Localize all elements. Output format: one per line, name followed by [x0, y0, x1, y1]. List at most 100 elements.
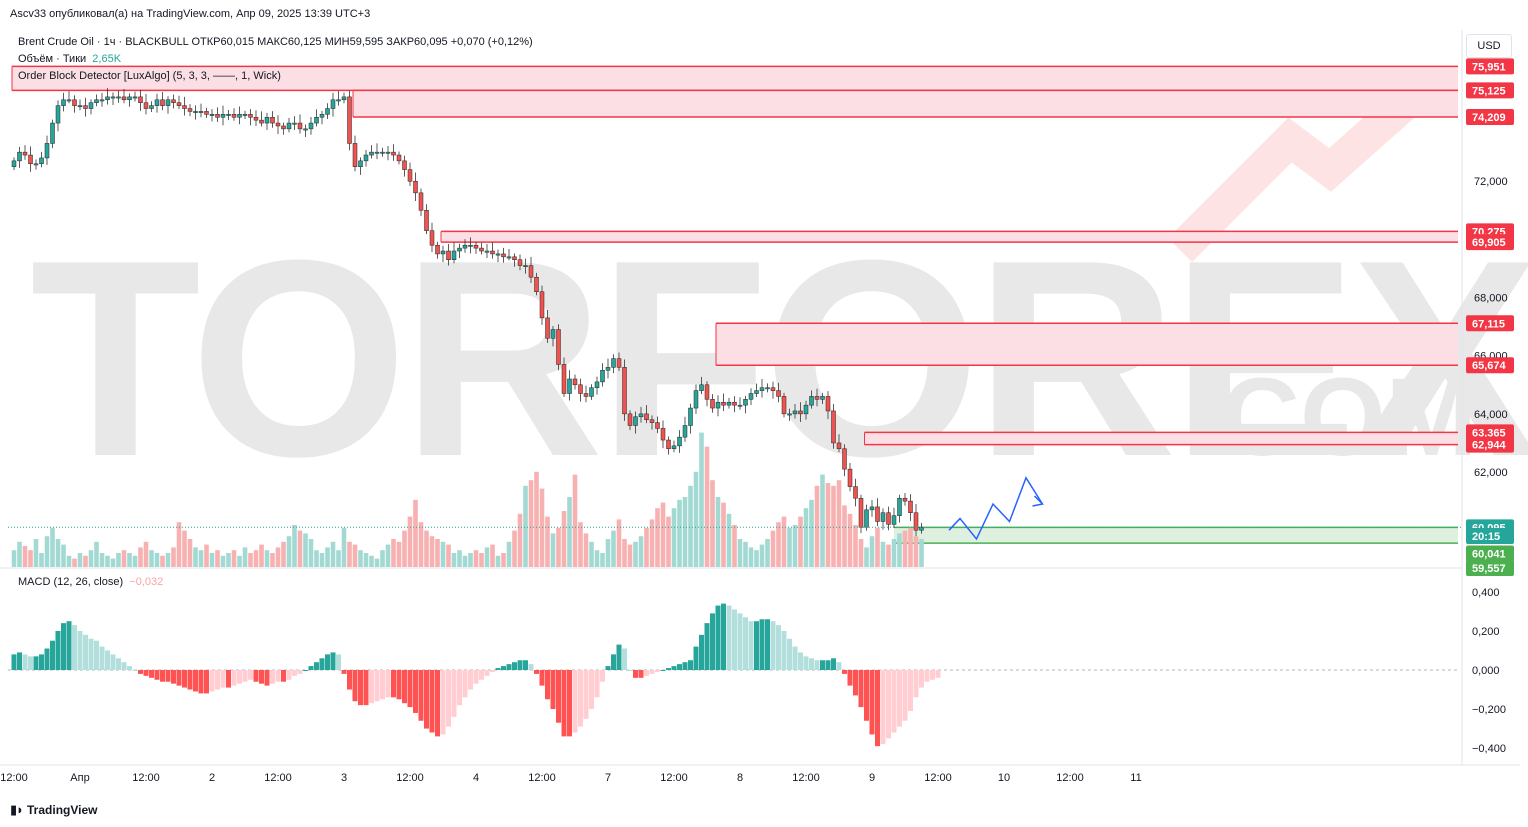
candle-body: [501, 253, 506, 258]
candle-body: [539, 291, 545, 319]
volume-bar: [715, 497, 721, 567]
candle-body: [352, 143, 358, 167]
volume-bar: [176, 522, 182, 567]
candle-body: [693, 390, 699, 409]
candle-body: [825, 396, 831, 412]
candle-body: [732, 401, 737, 406]
macd-bar: [935, 670, 941, 678]
candle-body: [138, 96, 143, 103]
candle: [578, 378, 583, 402]
candle: [264, 112, 270, 131]
candle: [732, 396, 737, 413]
volume-bar: [792, 525, 798, 567]
candle-body: [358, 160, 363, 167]
volume-bar: [583, 533, 589, 567]
candle: [517, 254, 523, 271]
candle-body: [165, 99, 171, 106]
macd-bar: [363, 670, 369, 706]
candle: [743, 395, 748, 414]
macd-bar: [880, 670, 886, 745]
candle-body: [308, 122, 314, 130]
macd-legend[interactable]: MACD (12, 26, close) −0,032: [18, 576, 163, 588]
volume-bar: [105, 555, 110, 567]
tradingview-logo-icon: ▮◗: [10, 802, 24, 817]
macd-bar: [528, 664, 534, 670]
candle-body: [457, 247, 462, 252]
candle: [72, 95, 77, 113]
candle-body: [99, 99, 105, 102]
macd-bar: [39, 654, 44, 670]
volume-bar: [149, 550, 154, 567]
price-tick: 62,000: [1474, 467, 1508, 479]
volume-bar: [572, 474, 578, 567]
time-axis: 12:00 Апр 12:00 2 12:00 3 12:00 4 12:00 7 12:00 8 12…: [0, 772, 1141, 784]
candle-body: [193, 111, 198, 113]
candle-body: [237, 114, 242, 118]
candle-body: [655, 422, 660, 429]
time-tick: 10: [998, 772, 1010, 784]
price-label-bg: [1466, 357, 1514, 374]
symbol-legend[interactable]: Brent Crude Oil · 1ч · BLACKBULL ОТКР60,…: [18, 36, 533, 48]
volume-legend-label: Объём · Тики: [18, 53, 87, 65]
volume-bar: [418, 522, 424, 567]
volume-bar: [358, 550, 363, 567]
candle-body: [820, 396, 825, 400]
candle-body: [171, 99, 176, 103]
candle-body: [22, 151, 28, 156]
candle-body: [495, 253, 501, 256]
indicator-legend[interactable]: Order Block Detector [LuxAlgo] (5, 3, 3,…: [18, 70, 281, 82]
macd-bar: [237, 670, 242, 684]
volume-bar: [226, 553, 231, 567]
candle-body: [490, 250, 495, 255]
currency-button[interactable]: USD: [1466, 34, 1512, 58]
price-label-bg: [1466, 108, 1514, 125]
volume-bar: [204, 544, 209, 567]
macd-bar: [149, 670, 154, 678]
candle-body: [143, 102, 149, 109]
macd-bar: [413, 670, 418, 713]
candle: [550, 326, 556, 347]
candle: [798, 402, 803, 423]
macd-axis: 0,400 0,200 0,000 −0,200 −0,400: [1472, 587, 1506, 755]
price-label-bg: [1466, 560, 1514, 576]
order-block-fill: [353, 90, 1458, 117]
macd-bar: [539, 670, 545, 686]
price-label: 60,041: [1466, 545, 1514, 562]
time-tick: 12:00: [1056, 772, 1084, 784]
price-label-bg: [1466, 436, 1514, 453]
candle-body: [743, 399, 748, 406]
macd-bar: [699, 634, 704, 670]
volume-bar: [132, 555, 138, 567]
candle: [600, 363, 605, 387]
macd-bar: [358, 670, 363, 706]
volume-bar: [512, 530, 517, 567]
volume-legend[interactable]: Объём · Тики 2,65K: [18, 53, 121, 65]
candle-body: [154, 99, 160, 106]
macd-bar: [919, 670, 924, 688]
volume-bar: [11, 550, 17, 567]
candle: [352, 135, 358, 172]
candle-body: [242, 114, 248, 116]
volume-bar: [556, 527, 561, 567]
macd-tick: 0,000: [1472, 665, 1500, 677]
candle-body: [561, 364, 567, 394]
macd-tick: −0,200: [1472, 704, 1506, 716]
macd-bar: [105, 650, 110, 670]
candle: [220, 105, 226, 126]
candle-body: [61, 99, 66, 106]
volume-bar: [72, 558, 77, 567]
macd-bar: [704, 623, 710, 670]
order-block-zone: [864, 431, 1458, 446]
candle: [385, 146, 391, 161]
candle: [176, 95, 182, 110]
macd-bar: [644, 670, 649, 676]
candle-body: [875, 506, 880, 522]
candle: [589, 384, 594, 400]
candle-body: [39, 157, 44, 165]
volume-bar: [842, 505, 847, 567]
volume-bar: [39, 553, 44, 567]
volume-bar: [561, 511, 567, 567]
volume-bar: [209, 553, 215, 567]
macd-bar: [666, 668, 671, 670]
